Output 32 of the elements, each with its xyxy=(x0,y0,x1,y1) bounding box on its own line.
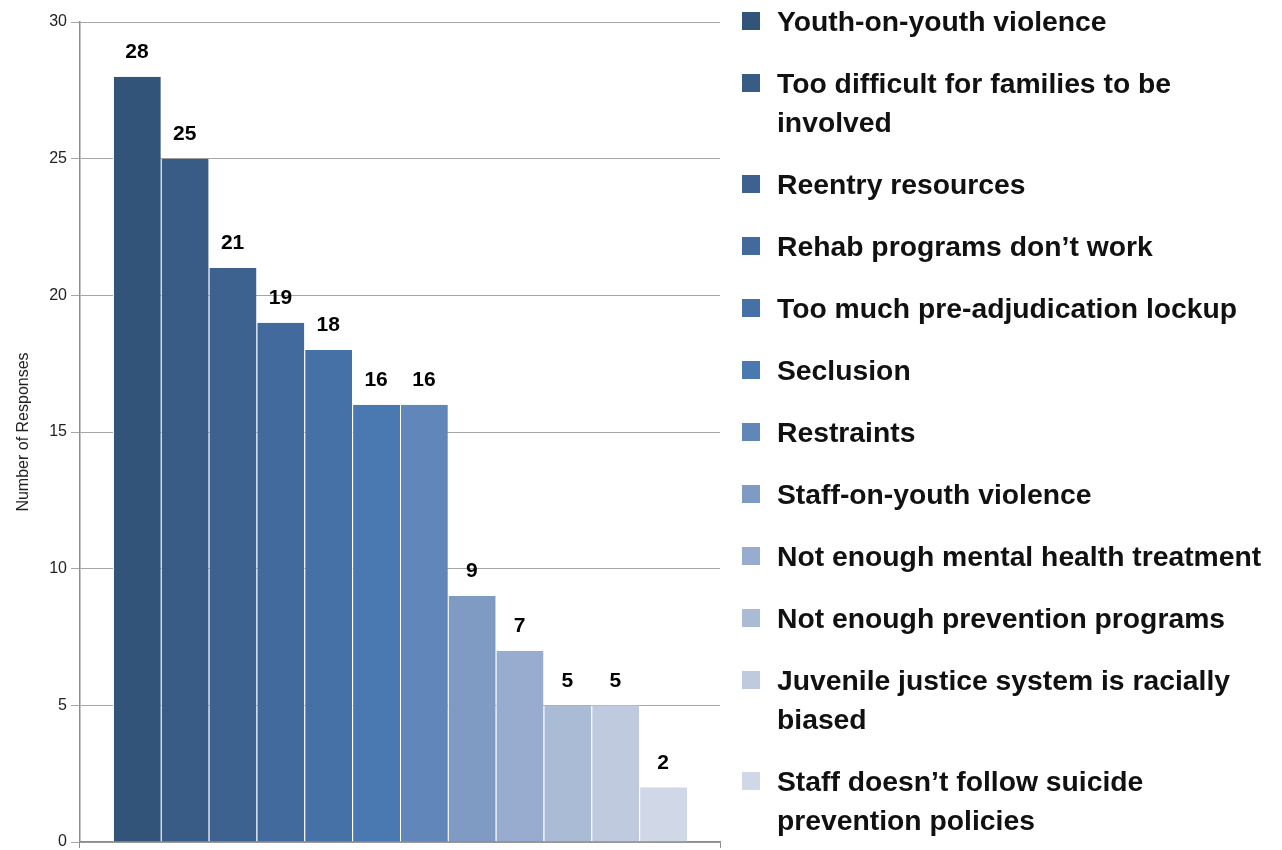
legend-label: Seclusion xyxy=(777,353,912,388)
data-label: 9 xyxy=(465,558,478,582)
legend-label: Too difficult for families to be involved xyxy=(777,66,1173,140)
y-tick-label: 0 xyxy=(58,832,68,850)
legend-label: Too much pre-adjudication lockup xyxy=(777,291,1239,326)
legend-label: Staff-on-youth violence xyxy=(777,477,1093,512)
data-label: 16 xyxy=(364,366,388,390)
data-label: 19 xyxy=(268,284,293,308)
legend-label: Not enough mental health treatment xyxy=(777,539,1263,574)
legend-label: Staff doesn’t follow suicide prevention policies xyxy=(777,764,1145,838)
data-label: 28 xyxy=(125,38,149,62)
data-label: 25 xyxy=(173,120,197,144)
legend-label: Juvenile justice system is racially biased xyxy=(777,663,1231,737)
legend-label: Not enough prevention programs xyxy=(777,601,1227,636)
legend-label: Rehab programs don’t work xyxy=(777,229,1154,264)
data-label: 2 xyxy=(657,749,669,773)
y-tick-label: 5 xyxy=(58,695,68,713)
y-tick-label: 25 xyxy=(49,149,68,167)
data-label: 7 xyxy=(513,612,526,636)
data-label: 5 xyxy=(561,667,574,691)
y-tick-label: 30 xyxy=(49,12,68,30)
legend-label: Restraints xyxy=(777,415,917,450)
data-label: 5 xyxy=(609,667,622,691)
legend-label: Reentry resources xyxy=(777,167,1027,202)
y-tick-label: 15 xyxy=(49,422,68,440)
y-tick-label: 10 xyxy=(49,559,68,577)
y-axis-title: Number of Responses xyxy=(14,352,32,512)
y-tick-label: 20 xyxy=(49,285,68,303)
data-label: 21 xyxy=(220,230,245,254)
data-label: 18 xyxy=(316,312,341,336)
legend-label: Youth-on-youth violence xyxy=(777,4,1108,39)
data-label: 16 xyxy=(412,366,436,390)
